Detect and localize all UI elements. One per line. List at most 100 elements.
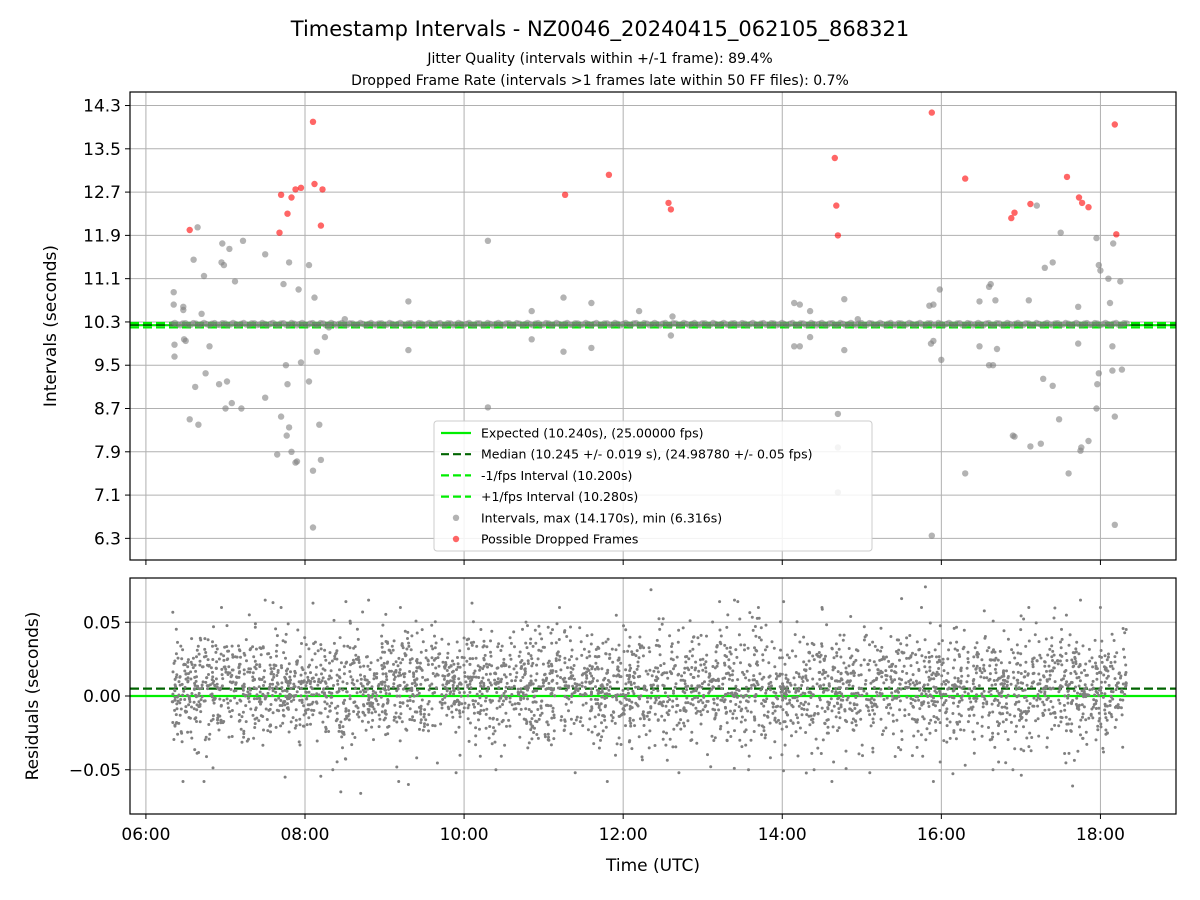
interval-point	[405, 298, 412, 305]
residual-point	[578, 683, 581, 687]
residual-point	[319, 643, 323, 647]
residual-point	[374, 691, 378, 695]
interval-point	[228, 399, 235, 407]
residual-point	[363, 713, 367, 717]
residual-point	[357, 655, 360, 659]
residual-point	[1112, 639, 1116, 642]
residual-point	[905, 643, 909, 647]
residual-point	[927, 705, 931, 708]
residual-point	[1079, 718, 1083, 722]
residual-point	[926, 701, 930, 705]
residual-point	[249, 688, 252, 692]
residual-point	[194, 669, 198, 673]
interval-point	[194, 224, 201, 231]
residual-point	[963, 690, 967, 694]
residual-point	[433, 691, 437, 694]
residual-point	[395, 694, 399, 698]
residual-point	[778, 672, 782, 676]
residual-point	[884, 669, 888, 673]
residual-point	[556, 650, 560, 654]
residual-point	[820, 642, 824, 646]
residual-point	[434, 686, 438, 690]
residual-point	[728, 709, 732, 713]
residual-point	[936, 717, 940, 721]
residual-point	[733, 709, 737, 713]
residual-point	[538, 713, 542, 717]
residual-point	[590, 667, 594, 671]
residual-point	[338, 726, 342, 730]
residual-point	[539, 685, 543, 689]
residual-point	[257, 677, 261, 681]
residual-point	[486, 685, 490, 689]
residual-point	[601, 685, 605, 689]
residual-point	[675, 655, 679, 659]
residual-point	[581, 703, 585, 707]
residual-point	[1083, 683, 1087, 687]
residual-point	[323, 668, 327, 672]
residual-point	[1074, 660, 1078, 663]
residual-point	[934, 704, 937, 708]
legend-label: Expected (10.240s), (25.00000 fps)	[481, 426, 703, 441]
residual-point	[476, 711, 480, 715]
residual-point	[1029, 749, 1033, 753]
residual-point	[960, 698, 964, 702]
residual-point	[702, 662, 706, 666]
residual-point	[916, 729, 920, 733]
residual-point	[417, 705, 421, 709]
interval-point	[285, 259, 293, 266]
residual-point	[534, 678, 538, 682]
residual-point	[246, 690, 250, 694]
residual-point	[226, 701, 230, 705]
residual-point	[435, 761, 439, 765]
residual-point	[719, 724, 723, 728]
residual-point	[380, 634, 384, 638]
residual-point	[1111, 697, 1115, 701]
residual-point	[406, 637, 409, 640]
residual-point	[737, 633, 741, 637]
interval-point	[325, 324, 333, 331]
residual-point	[1027, 639, 1031, 643]
residual-point	[968, 714, 971, 718]
residual-point	[227, 735, 231, 739]
residual-point	[180, 657, 184, 661]
residual-point	[859, 673, 863, 677]
residual-point	[200, 683, 204, 687]
residual-point	[633, 724, 637, 728]
residual-point	[384, 692, 388, 695]
residual-point	[549, 631, 553, 635]
residual-point	[1021, 688, 1025, 692]
residual-point	[1064, 669, 1068, 672]
residual-point	[668, 698, 672, 702]
residual-point	[759, 688, 763, 692]
residual-point	[1045, 669, 1048, 673]
residual-point	[594, 685, 597, 689]
residual-point	[1113, 725, 1117, 729]
residual-point	[470, 643, 474, 647]
residual-point	[924, 738, 928, 742]
residual-point	[975, 693, 978, 697]
residual-point	[508, 653, 512, 657]
residual-point	[617, 643, 621, 647]
residual-point	[277, 696, 281, 700]
residual-point	[191, 666, 195, 670]
residual-point	[1104, 716, 1108, 720]
residual-point	[261, 645, 265, 649]
residual-point	[521, 675, 525, 679]
residual-point	[366, 720, 370, 724]
residual-point	[889, 635, 893, 638]
residual-point	[272, 675, 276, 679]
residual-point	[973, 646, 977, 650]
residual-point	[890, 691, 894, 695]
residual-point	[1024, 712, 1028, 716]
residual-point	[474, 734, 478, 738]
residual-point	[1114, 688, 1118, 692]
residual-point	[753, 699, 757, 703]
residual-point	[844, 767, 848, 771]
interval-band-point	[1123, 320, 1130, 327]
residual-point	[467, 647, 470, 651]
residual-point	[462, 636, 466, 640]
residual-point	[415, 683, 419, 687]
residual-point	[990, 683, 994, 687]
residual-point	[218, 688, 222, 692]
residual-point	[456, 687, 460, 691]
